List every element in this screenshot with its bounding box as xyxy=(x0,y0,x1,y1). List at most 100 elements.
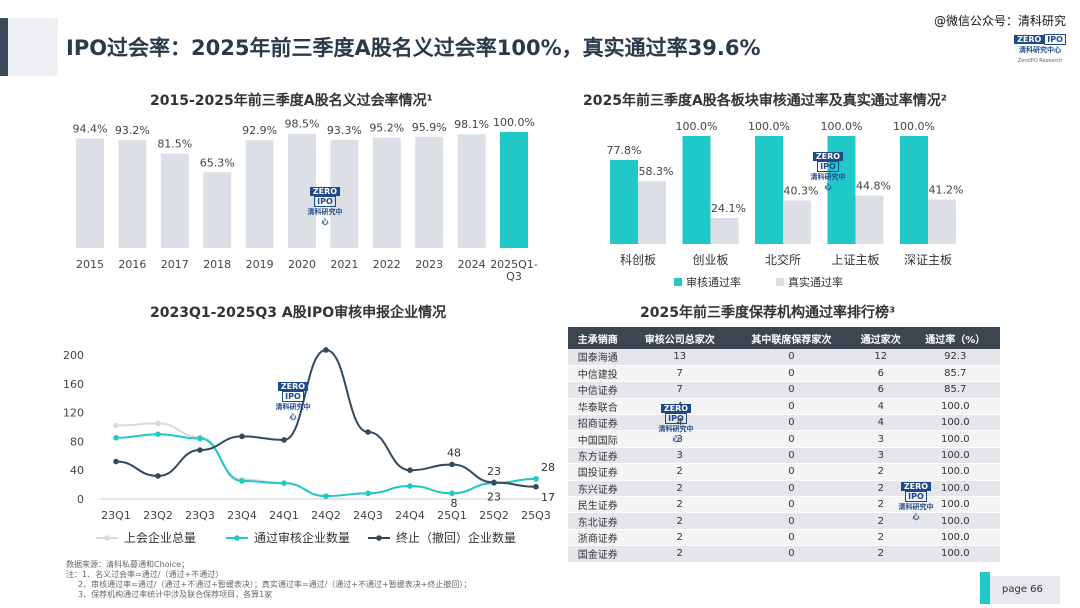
x-tick-label: 23Q1 xyxy=(101,509,131,522)
data-label: 93.2% xyxy=(115,124,150,137)
data-label: 24.1% xyxy=(711,202,746,215)
legend-label: 终止（撤回）企业数量 xyxy=(396,530,516,545)
table-cell: 0 xyxy=(731,430,851,448)
table-cell: 100.0 xyxy=(910,496,1000,514)
chart-logo-2: ZEROIPO 清科研究中心 xyxy=(808,152,848,192)
data-label: 94.4% xyxy=(73,122,108,135)
series-point xyxy=(449,490,455,497)
bar xyxy=(76,138,104,248)
table-row: 中信建投 7 0 6 85.7 xyxy=(568,365,1000,383)
footnotes: 数据来源：清科私募通和Choice； 注：1、名义过会率=通过/（通过+不通过）… xyxy=(66,560,471,600)
column-header: 主承销商 xyxy=(568,327,628,349)
series-point xyxy=(449,461,455,468)
series-point xyxy=(533,476,539,482)
table-cell: 0 xyxy=(731,463,851,481)
table-row: 国泰海通 13 0 12 92.3 xyxy=(568,349,1000,366)
table-cell: 2 xyxy=(627,463,732,481)
bar-real-rate xyxy=(783,200,811,244)
logo-zero: ZERO xyxy=(812,152,844,161)
x-tick-label: 25Q2 xyxy=(479,509,509,522)
series-line xyxy=(115,422,537,498)
logo-ipo: IPO xyxy=(282,391,304,402)
x-tick-label: 2015 xyxy=(76,258,104,271)
watermark: @微信公众号：清科研究 xyxy=(933,14,1066,28)
table-cell: 2 xyxy=(627,545,732,563)
table-cell: 2 xyxy=(627,529,732,547)
x-tick-label: 24Q1 xyxy=(269,509,299,522)
y-tick-label: 40 xyxy=(70,464,84,477)
data-label: 58.3% xyxy=(639,165,674,178)
ipo-review-line-chart: 0 40 80 120 160 200 23Q1 23Q2 23Q3 23Q4 24Q1 24Q2 24… xyxy=(63,347,555,545)
data-label: 48 xyxy=(447,446,461,459)
legend-label: 上会企业总量 xyxy=(124,530,196,545)
table-cell: 6 xyxy=(850,381,911,399)
table-cell: 0 xyxy=(731,480,851,498)
table-row: 中信证券 7 0 6 85.7 xyxy=(568,381,1000,399)
logo-cn: 清科研究中心 xyxy=(658,425,694,443)
x-tick-label: 2022 xyxy=(373,258,401,271)
data-label: 17 xyxy=(541,491,555,504)
table-body: 国泰海通1301292.3中信建投70685.7中信证券70685.7华泰联合4… xyxy=(568,349,1000,563)
table-cell: 国泰海通 xyxy=(568,349,628,366)
series-point xyxy=(407,467,413,473)
x-tick-label: 23Q3 xyxy=(185,509,215,522)
note-line: 注：1、名义过会率=通过/（通过+不通过） xyxy=(66,570,224,579)
data-label: 23 xyxy=(487,465,501,478)
bar-audit-rate xyxy=(610,159,638,244)
sponsor-ranking-table: 主承销商 审核公司总家次 其中联席保荐家次 通过家次 通过率（%） 国泰海通 13 0 12 9… xyxy=(568,327,1000,563)
bar xyxy=(372,137,401,248)
bar-audit-rate xyxy=(682,136,711,244)
logo-cn: 清科研究中心 xyxy=(810,173,846,191)
table-cell: 中信建投 xyxy=(568,365,628,383)
logo-zero: ZERO xyxy=(277,382,309,391)
x-tick-label: 2024 xyxy=(458,258,486,271)
logo-ipo: IPO xyxy=(905,491,927,502)
series-point xyxy=(365,429,371,435)
logo-zero: ZERO xyxy=(900,482,932,491)
x-tick-label: 创业板 xyxy=(692,253,728,267)
title-accent-background xyxy=(8,18,58,76)
bar-real-rate xyxy=(710,217,739,244)
series-point xyxy=(113,458,119,465)
table-cell: 2 xyxy=(627,480,732,498)
series-point xyxy=(113,422,119,429)
table-cell: 85.7 xyxy=(910,381,1000,399)
table-cell: 100.0 xyxy=(910,447,1000,465)
column-header: 通过率（%） xyxy=(910,327,1000,349)
table-cell: 7 xyxy=(627,381,732,399)
table-cell: 浙商证券 xyxy=(568,529,628,547)
x-tick-label: 2021 xyxy=(330,258,358,271)
bar-real-rate xyxy=(928,199,956,244)
table-row: 浙商证券 2 0 2 100.0 xyxy=(568,529,1000,547)
bar-audit-rate xyxy=(755,136,783,244)
data-label: 100.0% xyxy=(676,120,718,133)
x-tick-label: 24Q3 xyxy=(353,509,383,522)
table-row: 国投证券 2 0 2 100.0 xyxy=(568,463,1000,481)
annual-pass-rate-chart: 94.4% 2015 93.2% 2016 81.5% 2017 65.3% 2018 92.9… xyxy=(73,116,538,283)
table-cell: 2 xyxy=(850,496,911,514)
data-label: 77.8% xyxy=(607,144,642,157)
x-tick-label: 2016 xyxy=(118,258,146,271)
legend-label: 真实通过率 xyxy=(788,275,843,289)
series-point xyxy=(323,347,329,353)
note-line: 数据来源：清科私募通和Choice； xyxy=(66,560,190,569)
x-tick-label: 23Q4 xyxy=(227,509,257,522)
table-cell: 0 xyxy=(731,529,851,547)
x-tick-label: 科创板 xyxy=(620,253,656,267)
table-cell: 100.0 xyxy=(910,398,1000,416)
logo-ipo: IPO xyxy=(817,161,839,172)
series-point xyxy=(239,478,245,484)
table-cell: 中信证券 xyxy=(568,381,628,399)
column-header: 通过家次 xyxy=(850,327,911,349)
table-cell: 100.0 xyxy=(910,512,1000,530)
table-cell: 0 xyxy=(731,398,851,416)
bar xyxy=(203,172,232,248)
data-label: 95.9% xyxy=(412,121,447,134)
bar xyxy=(160,153,189,248)
table-cell: 100.0 xyxy=(910,529,1000,547)
table-cell: 东北证券 xyxy=(568,512,628,530)
table-cell: 100.0 xyxy=(910,430,1000,448)
note-line: 3、保荐机构通过率统计中涉及联合保荐项目，各算1家 xyxy=(78,590,273,599)
table-cell: 0 xyxy=(731,414,851,432)
table-cell: 2 xyxy=(627,496,732,514)
